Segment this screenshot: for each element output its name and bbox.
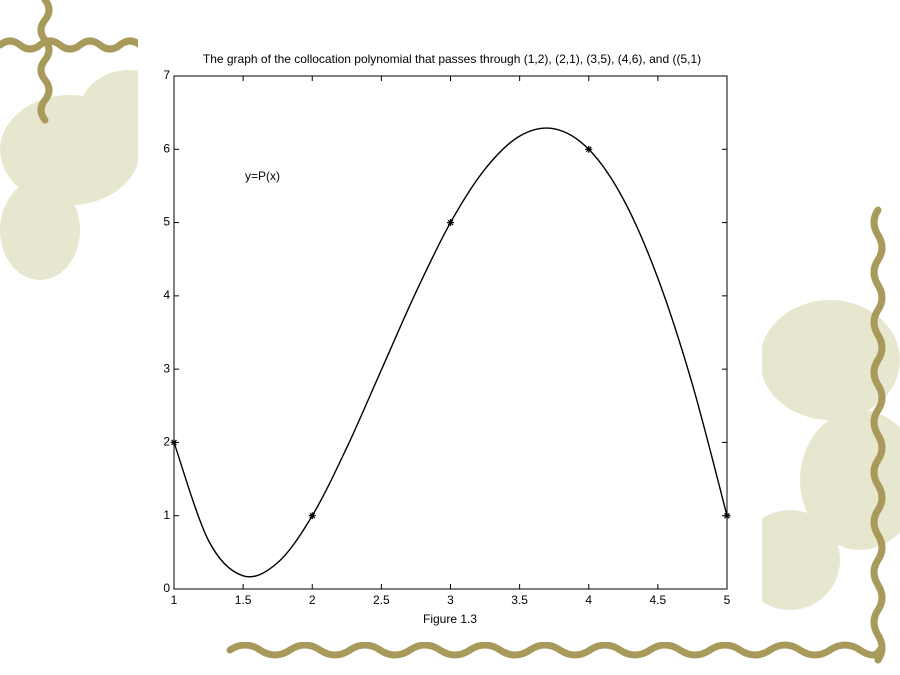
x-tick-label: 4 [585,593,592,607]
data-point [585,145,593,153]
y-tick-label: 6 [163,141,170,155]
y-tick-label: 7 [163,68,170,82]
y-tick-label: 2 [163,435,170,449]
marker-stroke [585,146,592,153]
x-tick-label: 5 [724,593,731,607]
marker-stroke [171,439,177,446]
annotation: y=P(x) [245,169,280,183]
x-tick-label: 2 [309,593,316,607]
y-tick-label: 5 [163,215,170,229]
y-tick-label: 0 [163,581,170,595]
data-point [308,512,316,520]
data-point [170,438,178,446]
vine-border [0,0,886,664]
x-tick-label: 1.5 [235,593,252,607]
x-tick-label: 1 [171,593,178,607]
x-tick-label: 3 [447,593,454,607]
x-tick-label: 4.5 [650,593,667,607]
y-tick-label: 4 [163,288,170,302]
marker-stroke [309,512,316,519]
data-point [723,512,731,520]
marker-stroke [447,219,454,226]
y-tick-label: 1 [163,508,170,522]
x-tick-label: 3.5 [511,593,528,607]
line-series [173,127,728,578]
chart-title: The graph of the collocation polynomial … [203,52,701,66]
marker-stroke [724,512,730,519]
y-tick-label: 3 [163,361,170,375]
data-point [447,219,454,227]
x-axis-label: Figure 1.3 [423,612,477,626]
axes-box [173,75,728,590]
figure-panel [138,30,762,642]
x-tick-label: 2.5 [373,593,390,607]
